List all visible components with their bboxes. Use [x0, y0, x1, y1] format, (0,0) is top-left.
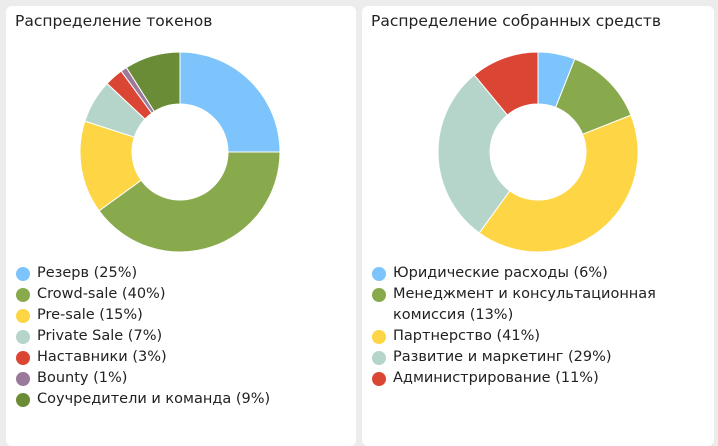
slice-развитие-и-маркетинг [437, 74, 511, 234]
legend-item: Юридические расходы (6%) [372, 263, 706, 284]
legend-item: Соучредители и команда (9%) [16, 389, 348, 410]
legend-label: Наставники (3%) [37, 349, 167, 365]
slice-партнерство [478, 114, 639, 253]
legend-label: Соучредители и команда (9%) [37, 391, 271, 407]
legend-label: Резерв (25%) [37, 265, 138, 281]
slice-резерв [179, 51, 281, 153]
legend-item: Bounty (1%) [16, 368, 348, 389]
legend-item: Резерв (25%) [16, 263, 348, 284]
legend-swatch [16, 371, 30, 386]
legend-swatch [16, 287, 30, 302]
slice-администрирование [473, 51, 539, 116]
token-distribution-card: Распределение токенов Резерв (25%) Crowd-… [6, 6, 356, 446]
legend-swatch [16, 392, 30, 407]
funds-distribution-legend: Юридические расходы (6%) Менеджмент и кон… [372, 263, 706, 389]
slice-соучредители-и-команда [125, 51, 181, 113]
legend-item: Crowd-sale (40%) [16, 284, 348, 305]
legend-item: Администрирование (11%) [372, 368, 706, 389]
legend-label: Юридические расходы (6%) [393, 265, 608, 281]
funds-distribution-card: Распределение собранных средств Юридичес… [362, 6, 714, 446]
legend-item: Private Sale (7%) [16, 326, 348, 347]
legend-swatch [16, 350, 30, 365]
funds-distribution-donut [437, 51, 639, 253]
legend-swatch [372, 266, 386, 281]
legend-label: Crowd-sale (40%) [37, 286, 166, 302]
legend-item: Наставники (3%) [16, 347, 348, 368]
token-distribution-legend: Резерв (25%) Crowd-sale (40%) Pre-sale (15… [16, 263, 348, 410]
legend-label: Партнерство (41%) [393, 328, 541, 344]
legend-swatch [372, 329, 386, 344]
legend-swatch [372, 350, 386, 365]
legend-item: Партнерство (41%) [372, 326, 706, 347]
legend-swatch [16, 308, 30, 323]
legend-swatch [16, 329, 30, 344]
legend-swatch [16, 266, 30, 281]
legend-item: Развитие и маркетинг (29%) [372, 347, 706, 368]
chart-title: Распределение собранных средств [371, 12, 662, 30]
legend-label: Администрирование (11%) [393, 370, 599, 386]
slice-crowd-sale [98, 151, 281, 253]
legend-item: Pre-sale (15%) [16, 305, 348, 326]
legend-label: Pre-sale (15%) [37, 307, 143, 323]
legend-item: Менеджмент и консультационная комиссия (… [372, 284, 706, 326]
token-distribution-donut [79, 51, 281, 253]
legend-label: Private Sale (7%) [37, 328, 163, 344]
legend-label: Bounty (1%) [37, 370, 128, 386]
chart-title: Распределение токенов [15, 12, 213, 30]
legend-label: Менеджмент и консультационная комиссия (… [393, 286, 656, 323]
legend-swatch [372, 371, 386, 386]
legend-label: Развитие и маркетинг (29%) [393, 349, 612, 365]
legend-swatch [372, 287, 386, 302]
